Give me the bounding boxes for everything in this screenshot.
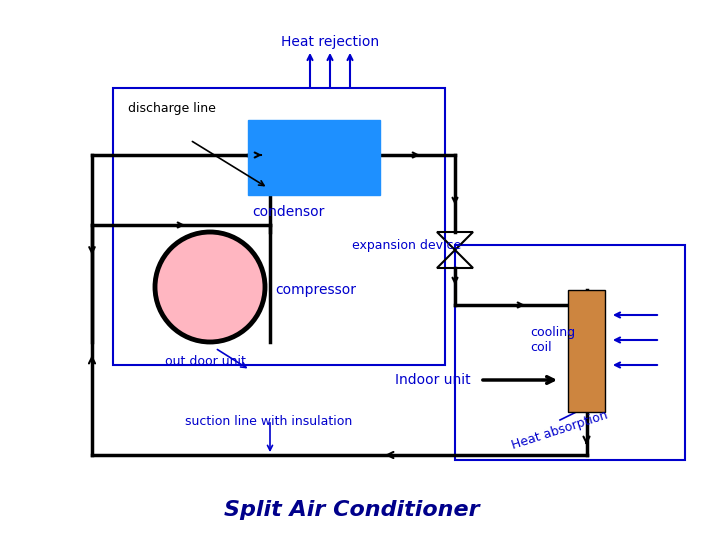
Text: Heat rejection: Heat rejection	[281, 35, 379, 49]
Text: cooling
coil: cooling coil	[530, 326, 575, 354]
Text: Heat absorption: Heat absorption	[510, 408, 610, 451]
Text: discharge line: discharge line	[128, 102, 216, 115]
Text: compressor: compressor	[275, 283, 356, 297]
Bar	[568, 290, 605, 412]
Bar	[248, 120, 380, 195]
Text: Split Air Conditioner: Split Air Conditioner	[224, 500, 480, 520]
Circle shape	[155, 232, 265, 342]
Text: suction line with insulation: suction line with insulation	[185, 415, 352, 428]
Text: expansion device: expansion device	[352, 238, 461, 252]
Text: Indoor unit: Indoor unit	[395, 373, 471, 387]
Text: condensor: condensor	[252, 205, 325, 219]
Text: out door unit: out door unit	[165, 355, 246, 368]
Bar	[113, 88, 445, 365]
Bar	[455, 245, 685, 460]
